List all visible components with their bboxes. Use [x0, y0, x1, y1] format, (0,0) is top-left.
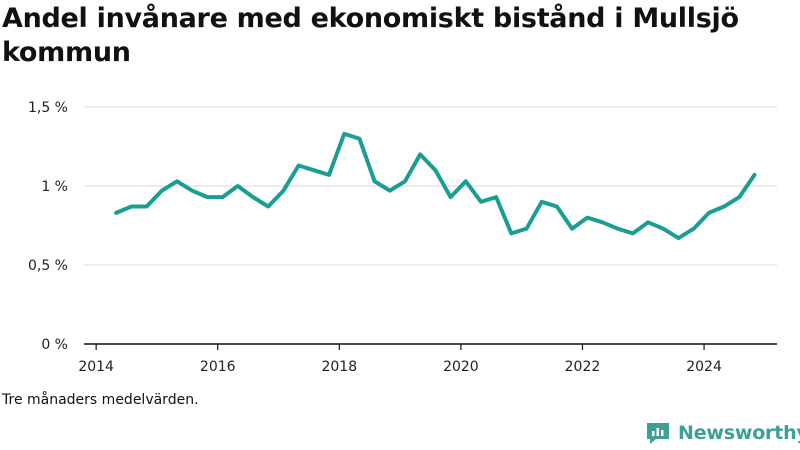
- brand-logo[interactable]: Newsworthy: [645, 420, 800, 446]
- data-point: [114, 211, 118, 215]
- series-group: [114, 131, 757, 241]
- data-point: [631, 231, 635, 235]
- data-point: [175, 179, 179, 183]
- chart-note: Tre månaders medelvärden.: [2, 392, 199, 408]
- data-point: [646, 220, 650, 224]
- data-point: [449, 195, 453, 199]
- data-point: [160, 189, 164, 193]
- series-line: [114, 131, 757, 241]
- data-point: [418, 152, 422, 156]
- data-point: [464, 179, 468, 183]
- x-axis: 2014 2016 2018 2020 2022 2024: [78, 343, 777, 375]
- chart-title: Andel invånare med ekonomiskt bistånd i …: [2, 3, 739, 68]
- data-point: [373, 179, 377, 183]
- newsworthy-logo-icon: [647, 423, 669, 444]
- data-point: [251, 195, 255, 199]
- data-point: [601, 220, 605, 224]
- data-point: [479, 200, 483, 204]
- data-point: [205, 195, 209, 199]
- data-point: [433, 168, 437, 172]
- brand-name: Newsworthy: [678, 422, 800, 444]
- data-point: [129, 205, 133, 209]
- data-point: [494, 195, 498, 199]
- data-point: [677, 236, 681, 240]
- x-tick-label: 2024: [686, 359, 722, 375]
- data-point: [661, 227, 665, 231]
- x-tick-label: 2018: [321, 359, 357, 375]
- data-point: [585, 216, 589, 220]
- data-point: [190, 189, 194, 193]
- data-point: [281, 189, 285, 193]
- y-tick-label: 1,5 %: [28, 100, 68, 116]
- grid-lines: [84, 106, 777, 266]
- data-point: [737, 195, 741, 199]
- y-axis-labels: 0 % 0,5 % 1 % 1,5 %: [28, 100, 68, 353]
- data-point: [616, 227, 620, 231]
- data-point: [509, 231, 513, 235]
- data-point: [327, 173, 331, 177]
- data-point: [525, 227, 529, 231]
- data-point: [266, 205, 270, 209]
- data-point: [145, 205, 149, 209]
- data-point: [555, 205, 559, 209]
- data-point: [297, 164, 301, 168]
- data-point: [707, 211, 711, 215]
- data-point: [722, 205, 726, 209]
- x-tick-label: 2022: [565, 359, 601, 375]
- data-point: [403, 179, 407, 183]
- x-tick-label: 2016: [200, 359, 236, 375]
- data-point: [236, 184, 240, 188]
- data-point: [753, 173, 757, 177]
- data-point: [570, 227, 574, 231]
- x-tick-label: 2014: [78, 359, 114, 375]
- data-point: [388, 189, 392, 193]
- y-tick-label: 0,5 %: [28, 258, 68, 274]
- data-point: [540, 200, 544, 204]
- x-tick-label: 2020: [443, 359, 479, 375]
- data-point: [692, 227, 696, 231]
- data-point: [312, 168, 316, 172]
- y-tick-label: 0 %: [41, 337, 68, 353]
- data-point: [221, 195, 225, 199]
- data-point: [342, 132, 346, 136]
- y-tick-label: 1 %: [41, 179, 68, 195]
- data-point: [357, 137, 361, 141]
